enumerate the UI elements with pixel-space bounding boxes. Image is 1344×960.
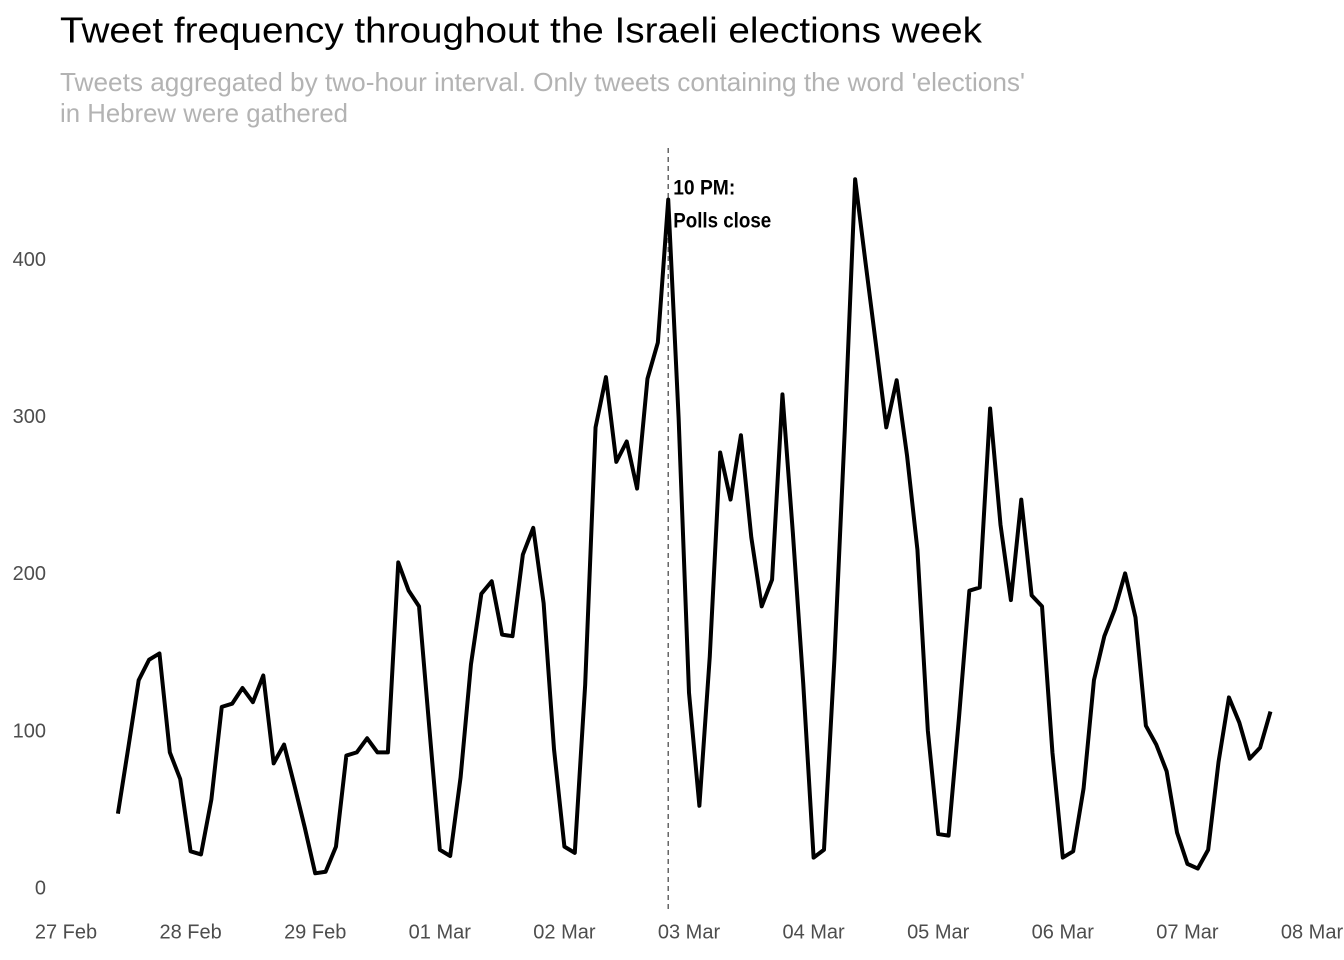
x-tick-label: 07 Mar bbox=[1156, 921, 1219, 943]
x-tick-label: 02 Mar bbox=[533, 921, 596, 943]
annotation-text: Polls close bbox=[673, 210, 771, 233]
x-tick-label: 08 Mar bbox=[1281, 921, 1344, 943]
y-tick-label: 0 bbox=[35, 877, 46, 899]
x-tick-label: 01 Mar bbox=[409, 921, 472, 943]
chart-title: Tweet frequency throughout the Israeli e… bbox=[60, 10, 983, 51]
line-series bbox=[115, 177, 1273, 876]
x-tick-label: 06 Mar bbox=[1032, 921, 1095, 943]
y-tick-label: 100 bbox=[13, 720, 46, 742]
x-tick-label: 04 Mar bbox=[782, 921, 845, 943]
chart-subtitle: in Hebrew were gathered bbox=[60, 98, 348, 128]
x-tick-label: 05 Mar bbox=[907, 921, 970, 943]
x-tick-label: 29 Feb bbox=[284, 921, 346, 943]
x-tick-label: 28 Feb bbox=[159, 921, 221, 943]
y-tick-label: 200 bbox=[13, 563, 46, 585]
chart-subtitle: Tweets aggregated by two-hour interval. … bbox=[60, 67, 1025, 97]
x-tick-label: 27 Feb bbox=[35, 921, 97, 943]
y-tick-label: 400 bbox=[13, 249, 46, 271]
annotation-text: 10 PM: bbox=[673, 177, 735, 200]
y-tick-label: 300 bbox=[13, 406, 46, 428]
x-tick-label: 03 Mar bbox=[658, 921, 721, 943]
